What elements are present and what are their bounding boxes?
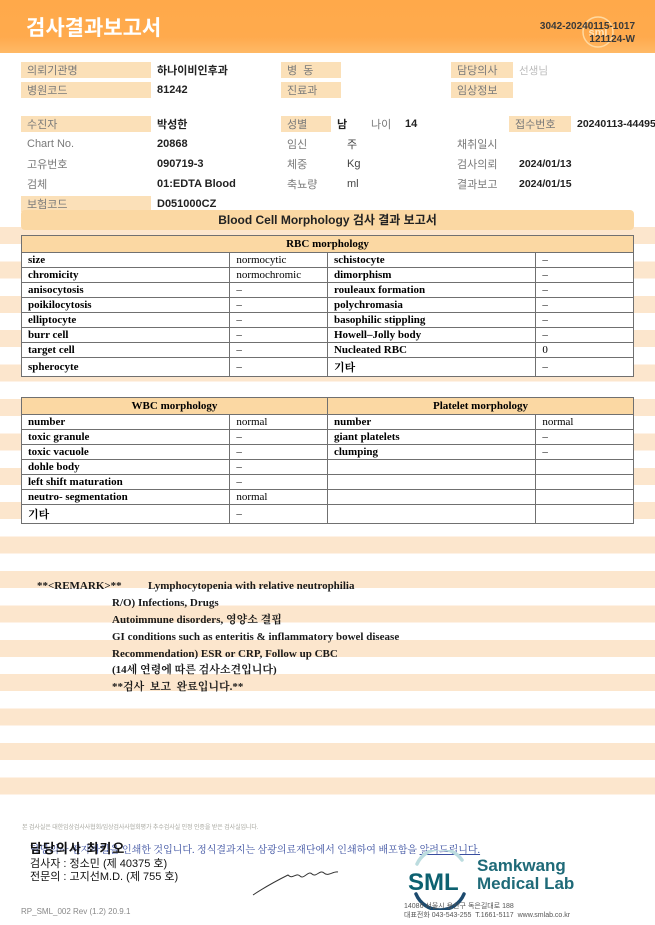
svg-text:SML: SML — [408, 869, 459, 896]
